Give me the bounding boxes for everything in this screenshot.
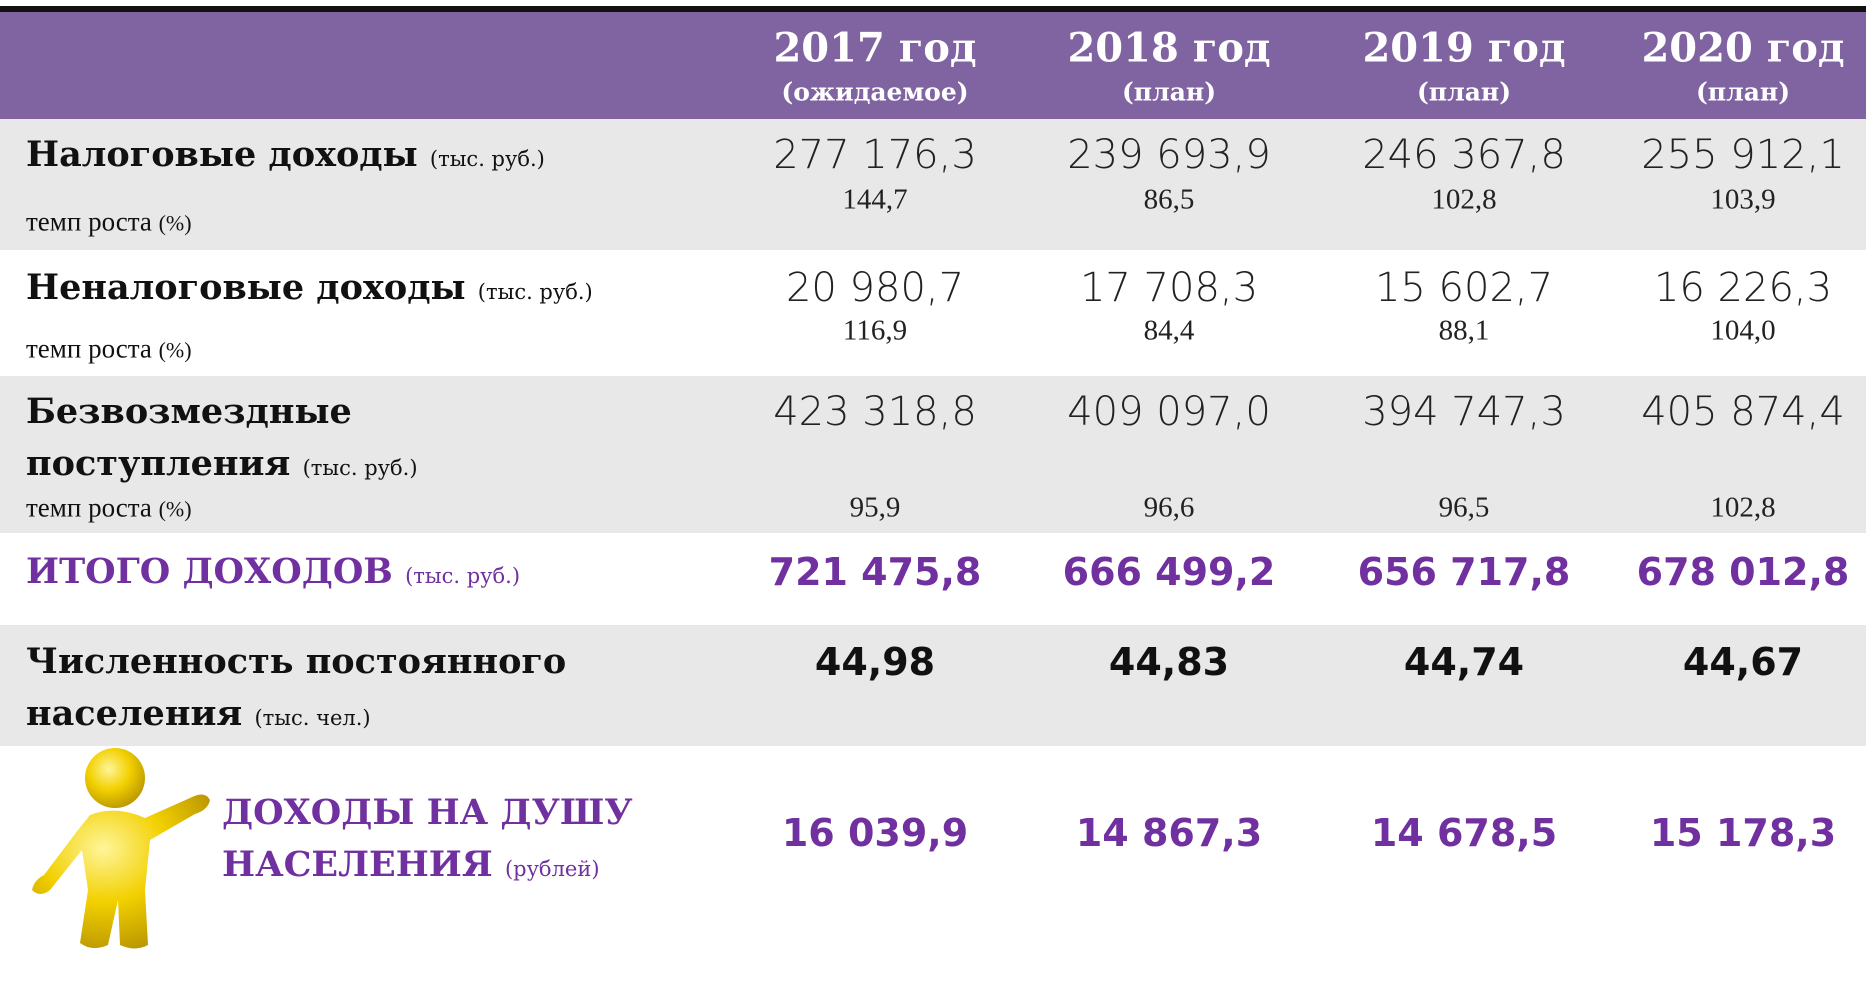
row-label: Безвозмездные поступления (тыс. руб.) [26,386,586,494]
growth-value: 86,5 [1143,183,1195,216]
value: 277 176,3 [773,132,977,178]
label-text: Численность постоянного населения [26,641,567,734]
value: 44,74 [1403,640,1525,684]
value: 15 178,3 [1649,811,1837,855]
label-text: ИТОГО ДОХОДОВ [26,551,393,592]
value: 423 318,8 [773,389,977,435]
row-label: Налоговые доходы (тыс. руб.) [26,129,926,185]
column-year: 2017 год [773,24,977,72]
value: 678 012,8 [1636,550,1850,594]
top-rule [0,6,1866,12]
label-unit: (тыс. руб.) [405,564,521,588]
growth-value: 104,0 [1710,314,1776,347]
value: 14 867,3 [1075,811,1263,855]
label-text: ДОХОДЫ НА ДУШУ НАСЕЛЕНИЯ [222,792,633,885]
growth-unit: (%) [158,210,192,236]
growth-value: 102,8 [1431,183,1497,216]
growth-text: темп роста [26,206,152,237]
value: 246 367,8 [1362,132,1566,178]
value: 721 475,8 [768,550,982,594]
value: 44,67 [1682,640,1804,684]
growth-value: 103,9 [1710,183,1776,216]
row-label: ДОХОДЫ НА ДУШУ НАСЕЛЕНИЯ (рублей) [222,787,702,895]
value: 44,98 [814,640,936,684]
label-unit: (тыс. руб.) [477,280,593,304]
growth-label: темп роста (%) [26,334,192,365]
value: 255 912,1 [1641,132,1845,178]
growth-unit: (%) [158,337,192,363]
growth-label: темп роста (%) [26,207,192,238]
row-band [0,119,1866,250]
value: 405 874,4 [1641,389,1845,435]
growth-value: 88,1 [1438,314,1490,347]
label-unit: (тыс. руб.) [429,147,545,171]
row-band [0,376,1866,533]
value: 409 097,0 [1067,389,1271,435]
label-text: Неналоговые доходы [26,267,466,308]
value: 20 980,7 [785,265,965,311]
row-band [0,625,1866,746]
label-text: Налоговые доходы [26,134,418,175]
label-unit: (тыс. чел.) [254,706,371,730]
value: 656 717,8 [1357,550,1571,594]
row-label: Численность постоянного населения (тыс. … [26,636,706,744]
column-note: (план) [1695,77,1791,107]
value: 16 039,9 [781,811,969,855]
person-icon [32,748,210,949]
growth-value: 96,5 [1438,491,1490,524]
growth-label: темп роста (%) [26,493,192,524]
label-unit: (тыс. руб.) [302,456,418,480]
value: 666 499,2 [1062,550,1276,594]
top-margin [0,0,1866,8]
value: 16 226,3 [1653,265,1833,311]
growth-text: темп роста [26,492,152,523]
header-band [0,12,1866,119]
value: 239 693,9 [1067,132,1271,178]
column-year: 2020 год [1641,24,1845,72]
label-unit: (рублей) [504,857,600,881]
value: 15 602,7 [1374,265,1554,311]
value: 17 708,3 [1079,265,1259,311]
growth-value: 144,7 [842,183,908,216]
label-text: Безвозмездные поступления [26,391,352,484]
growth-value: 96,6 [1143,491,1195,524]
column-note: (план) [1121,77,1217,107]
growth-value: 95,9 [849,491,901,524]
row-label: Неналоговые доходы (тыс. руб.) [26,262,926,318]
column-year: 2019 год [1362,24,1566,72]
value: 44,83 [1108,640,1230,684]
value: 14 678,5 [1370,811,1558,855]
growth-unit: (%) [158,496,192,522]
row-label: ИТОГО ДОХОДОВ (тыс. руб.) [26,546,926,602]
column-note: (план) [1416,77,1512,107]
growth-value: 84,4 [1143,314,1195,347]
growth-value: 102,8 [1710,491,1776,524]
column-note: (ожидаемое) [781,77,969,107]
growth-text: темп роста [26,333,152,364]
column-year: 2018 год [1067,24,1271,72]
value: 394 747,3 [1362,389,1566,435]
growth-value: 116,9 [842,314,908,347]
